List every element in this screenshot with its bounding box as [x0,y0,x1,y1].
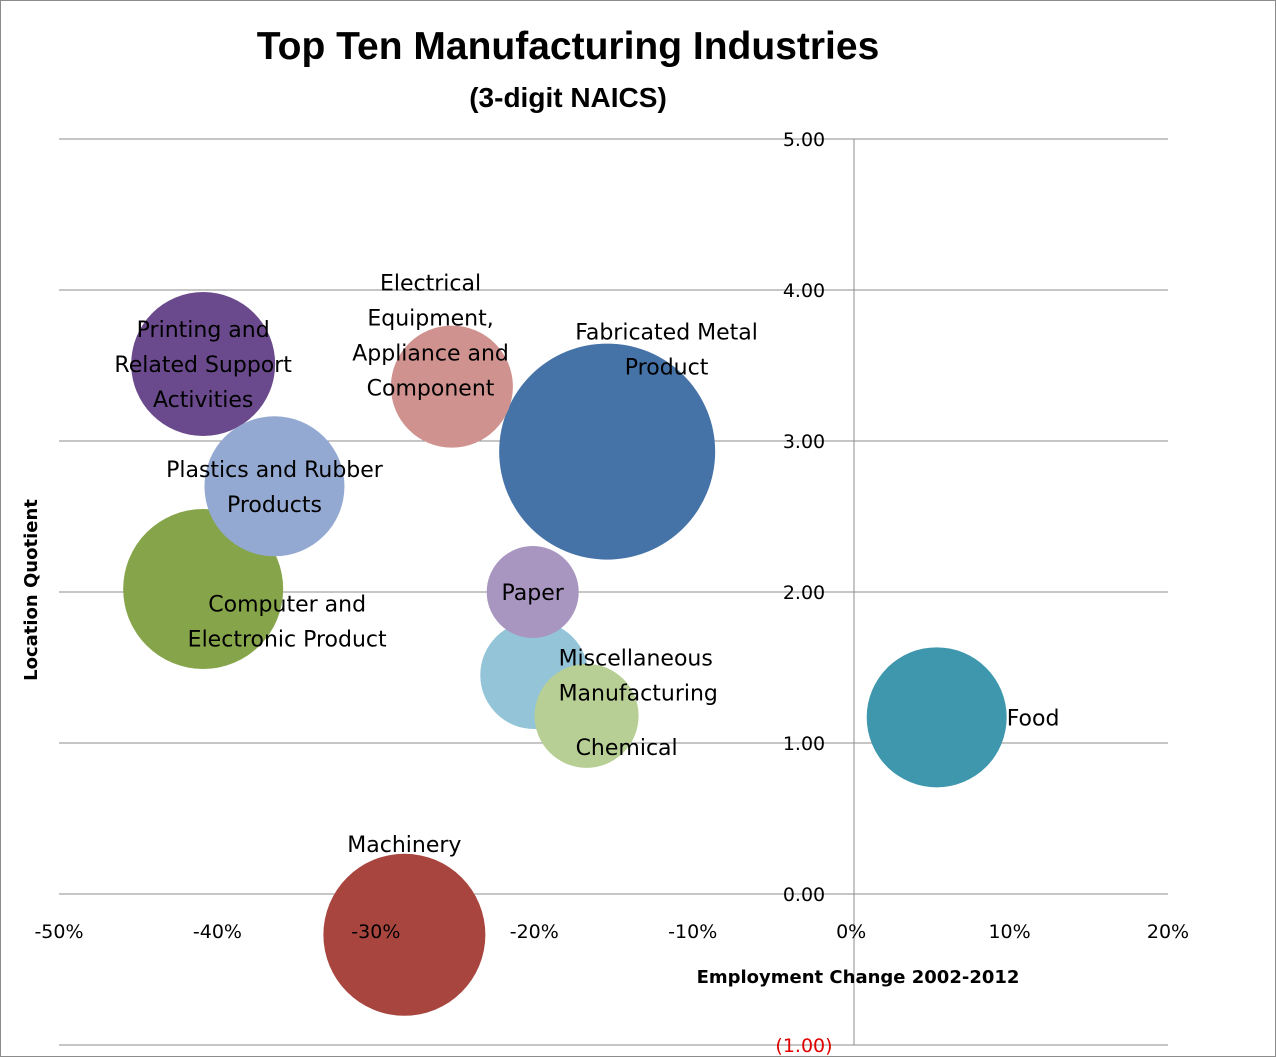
x-tick-label: -20% [510,921,559,943]
x-tick-label: 0% [836,921,866,943]
y-tick-label: 1.00 [783,733,825,755]
bubble-chemical [534,663,639,768]
x-tick-label: -30% [351,921,400,943]
bubble-label-miscellaneous-manufacturing: Miscellaneous Manufacturing [559,647,718,707]
y-tick-label: (1.00) [775,1035,832,1057]
bubble-label-plastics-and-rubber-products: Plastics and Rubber Products [166,458,384,518]
y-tick-label: 0.00 [783,884,825,906]
bubble-plastics-and-rubber-products [204,416,345,557]
x-tick-label: -50% [34,921,83,943]
y-tick-label: 2.00 [783,582,825,604]
bubble-label-computer-and-electronic-product: Computer and Electronic Product [188,592,387,652]
y-tick-label: 3.00 [783,431,825,453]
y-tick-labels: 5.00 4.00 3.00 2.00 1.00 0.00 (1.00) [775,129,832,1057]
x-tick-label: -10% [668,921,717,943]
bubble-fabricated-metal-product [499,343,716,560]
y-tick-label: 4.00 [783,280,825,302]
bubble-label-electrical-equipment-appliance-and-component: Electrical Equipment, Appliance and Compone… [352,271,509,401]
bubble-machinery [323,853,486,1016]
bubble-label-machinery: Machinery [347,833,461,858]
bubble-food [866,647,1007,788]
bubble-labels: Fabricated Metal Product Printing and Relat… [114,271,1059,857]
x-tick-labels: -50% -40% -30% -20% -10% 0% 10% 20% [34,921,1189,943]
x-axis-title: Employment Change 2002-2012 [697,967,1020,988]
bubble-computer-and-electronic-product [123,508,284,669]
bubble-label-chemical: Chemical [576,736,678,761]
bubble-label-fabricated-metal-product: Fabricated Metal Product [575,320,758,380]
y-tick-label: 5.00 [783,129,825,151]
bubble-electrical-equipment-appliance-and-component [390,325,513,448]
chart-subtitle: (3-digit NAICS) [469,82,667,113]
y-axis-title: Location Quotient [21,499,42,681]
x-tick-label: 20% [1147,921,1189,943]
bubble-printing-and-related-support-activities [131,291,276,436]
bubbles [123,291,1007,1016]
chart-title: Top Ten Manufacturing Industries [257,25,880,68]
x-tick-label: 10% [988,921,1030,943]
bubble-label-printing-and-related-support-activities: Printing and Related Support Activities [114,318,292,413]
bubble-paper [486,546,579,638]
x-tick-label: -40% [193,921,242,943]
bubble-label-food: Food [1007,706,1060,731]
bubble-label-paper: Paper [502,581,565,606]
